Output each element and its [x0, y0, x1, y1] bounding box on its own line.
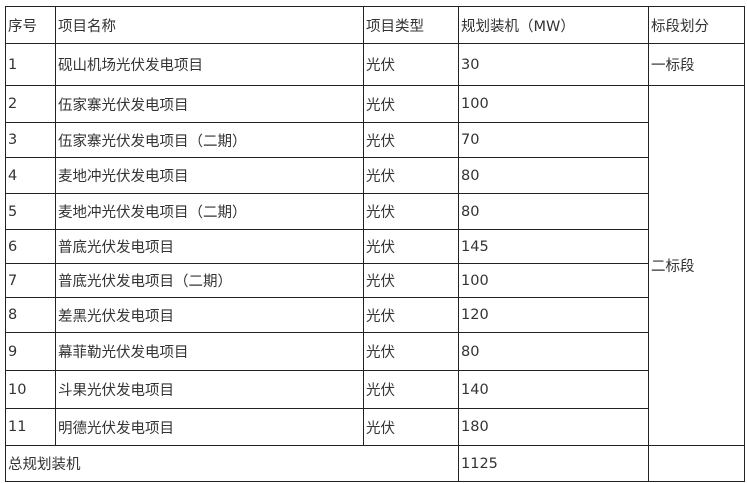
cell-no: 7 — [5, 263, 56, 298]
cell-type: 光伏 — [363, 193, 459, 230]
project-table: 序号 项目名称 项目类型 规划装机（MW） 标段划分 1 砚山机场光伏发电项目 光伏… — [5, 6, 745, 482]
header-cell: 项目名称 — [55, 6, 364, 44]
cell-name: 普底光伏发电项目（二期） — [55, 263, 364, 298]
cell-no: 9 — [5, 332, 56, 371]
total-label: 总规划装机 — [5, 445, 459, 482]
cell-name: 普底光伏发电项目 — [55, 229, 364, 264]
table-row: 5 麦地冲光伏发电项目（二期） 光伏 80 — [5, 193, 745, 230]
cell-no: 1 — [5, 43, 56, 86]
cell-mw: 70 — [458, 122, 649, 158]
cell-no: 5 — [5, 193, 56, 230]
cell-no: 10 — [5, 370, 56, 409]
cell-no: 11 — [5, 408, 56, 446]
cell-mw: 180 — [458, 408, 649, 446]
cell-name: 斗果光伏发电项目 — [55, 370, 364, 409]
cell-no: 8 — [5, 297, 56, 333]
table-row: 1 砚山机场光伏发电项目 光伏 30 一标段 — [5, 43, 745, 86]
cell-type: 光伏 — [363, 229, 459, 264]
table-row: 8 差黑光伏发电项目 光伏 120 — [5, 297, 745, 333]
cell-no: 2 — [5, 85, 56, 123]
table-row: 11 明德光伏发电项目 光伏 180 — [5, 408, 745, 446]
cell-name: 麦地冲光伏发电项目（二期） — [55, 193, 364, 230]
cell-name: 幕菲勒光伏发电项目 — [55, 332, 364, 371]
cell-type: 光伏 — [363, 263, 459, 298]
empty-cell — [648, 445, 745, 482]
cell-type: 光伏 — [363, 408, 459, 446]
cell-type: 光伏 — [363, 122, 459, 158]
cell-name: 明德光伏发电项目 — [55, 408, 364, 446]
table-row: 3 伍家寨光伏发电项目（二期） 光伏 70 — [5, 122, 745, 158]
cell-mw: 80 — [458, 193, 649, 230]
table-row: 4 麦地冲光伏发电项目 光伏 80 — [5, 157, 745, 194]
header-row: 序号 项目名称 项目类型 规划装机（MW） 标段划分 — [5, 6, 745, 44]
cell-no: 3 — [5, 122, 56, 158]
total-mw: 1125 — [458, 445, 649, 482]
header-cell: 序号 — [5, 6, 56, 44]
cell-type: 光伏 — [363, 157, 459, 194]
cell-name: 伍家寨光伏发电项目 — [55, 85, 364, 123]
section-cell: 二标段 — [648, 85, 745, 446]
cell-type: 光伏 — [363, 332, 459, 371]
cell-mw: 145 — [458, 229, 649, 264]
cell-no: 4 — [5, 157, 56, 194]
table-row: 9 幕菲勒光伏发电项目 光伏 80 — [5, 332, 745, 371]
table-row: 6 普底光伏发电项目 光伏 145 — [5, 229, 745, 264]
cell-mw: 80 — [458, 332, 649, 371]
cell-type: 光伏 — [363, 370, 459, 409]
header-cell: 标段划分 — [648, 6, 745, 44]
cell-mw: 100 — [458, 85, 649, 123]
cell-name: 麦地冲光伏发电项目 — [55, 157, 364, 194]
table-row: 2 伍家寨光伏发电项目 光伏 100 二标段 — [5, 85, 745, 446]
cell-type: 光伏 — [363, 297, 459, 333]
total-row: 总规划装机 1125 — [5, 445, 745, 482]
cell-name: 差黑光伏发电项目 — [55, 297, 364, 333]
cell-type: 光伏 — [363, 43, 459, 86]
cell-type: 光伏 — [363, 85, 459, 123]
cell-name: 砚山机场光伏发电项目 — [55, 43, 364, 86]
cell-mw: 80 — [458, 157, 649, 194]
cell-no: 6 — [5, 229, 56, 264]
table-row: 10 斗果光伏发电项目 光伏 140 — [5, 370, 745, 409]
header-cell: 项目类型 — [363, 6, 459, 44]
header-cell: 规划装机（MW） — [458, 6, 649, 44]
section-cell: 一标段 — [648, 43, 745, 86]
cell-mw: 30 — [458, 43, 649, 86]
table-row: 7 普底光伏发电项目（二期） 光伏 100 — [5, 263, 745, 298]
cell-name: 伍家寨光伏发电项目（二期） — [55, 122, 364, 158]
cell-mw: 120 — [458, 297, 649, 333]
cell-mw: 140 — [458, 370, 649, 409]
cell-mw: 100 — [458, 263, 649, 298]
